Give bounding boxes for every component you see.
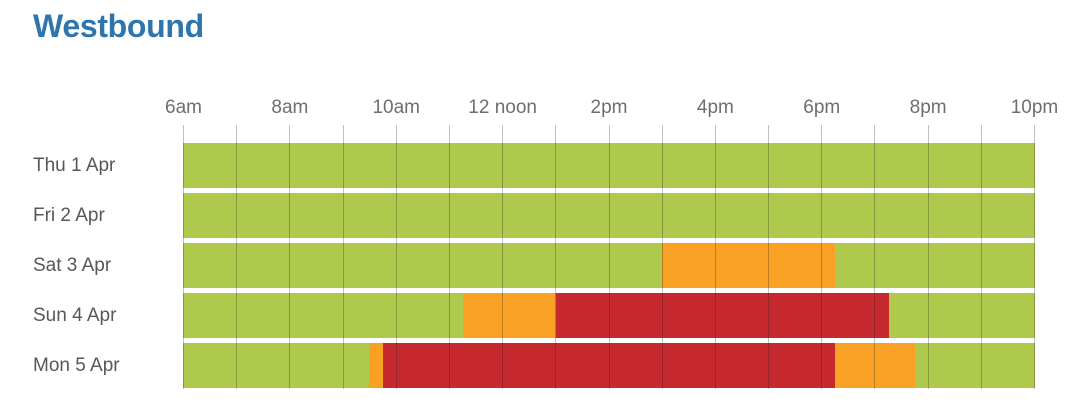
gridline-hour-9 [342,125,344,389]
gridline-hour-18 [821,125,823,389]
gridline-hour-14 [608,125,610,389]
x-axis-tick-label: 10am [372,97,421,118]
traffic-segment-light [183,343,370,388]
traffic-segment-light [183,243,663,288]
traffic-segment-heavy [382,343,836,388]
gridline-hour-22 [1034,125,1035,389]
gridline-hour-12 [502,125,504,389]
traffic-segment-light [183,193,1035,238]
gridline-hour-8 [289,125,291,389]
x-axis-tick-label: 6am [165,97,202,118]
traffic-row [183,193,1035,238]
gridline-hour-13 [555,125,557,389]
traffic-row [183,243,1035,288]
x-axis-tick-label: 8am [271,97,309,118]
x-axis-tick-label: 4pm [696,97,734,118]
traffic-segment-moderate [835,343,916,388]
traffic-segment-moderate [369,343,383,388]
traffic-segment-moderate [662,243,836,288]
traffic-row [183,293,1035,338]
gridline-hour-20 [927,125,929,389]
x-axis-tick-label: 6pm [803,97,841,118]
traffic-row [183,343,1035,388]
x-axis-tick-label: 12 noon [468,97,537,118]
x-axis-tick-label: 8pm [909,97,947,118]
gridline-hour-10 [395,125,397,389]
row-label: Thu 1 Apr [33,155,116,176]
row-label: Fri 2 Apr [33,205,105,226]
gridline-hour-7 [236,125,238,389]
gridline-hour-17 [768,125,770,389]
traffic-segment-light [915,343,1035,388]
traffic-segment-light [183,293,463,338]
row-label: Sun 4 Apr [33,305,117,326]
gridline-hour-6 [183,125,184,389]
gridline-hour-19 [874,125,876,389]
gridline-hour-21 [980,125,982,389]
page-title: Westbound [33,8,204,44]
traffic-segment-heavy [555,293,889,338]
x-axis-tick-label: 2pm [590,97,628,118]
gridline-hour-15 [661,125,663,389]
traffic-segment-light [835,243,1035,288]
gridline-hour-16 [714,125,716,389]
traffic-segment-light [183,143,1035,188]
traffic-segment-moderate [462,293,556,338]
gridline-hour-11 [448,125,450,389]
traffic-segment-light [888,293,1035,338]
row-label: Mon 5 Apr [33,355,120,376]
traffic-row [183,143,1035,188]
x-axis-tick-label: 10pm [1010,97,1059,118]
row-label: Sat 3 Apr [33,255,112,276]
